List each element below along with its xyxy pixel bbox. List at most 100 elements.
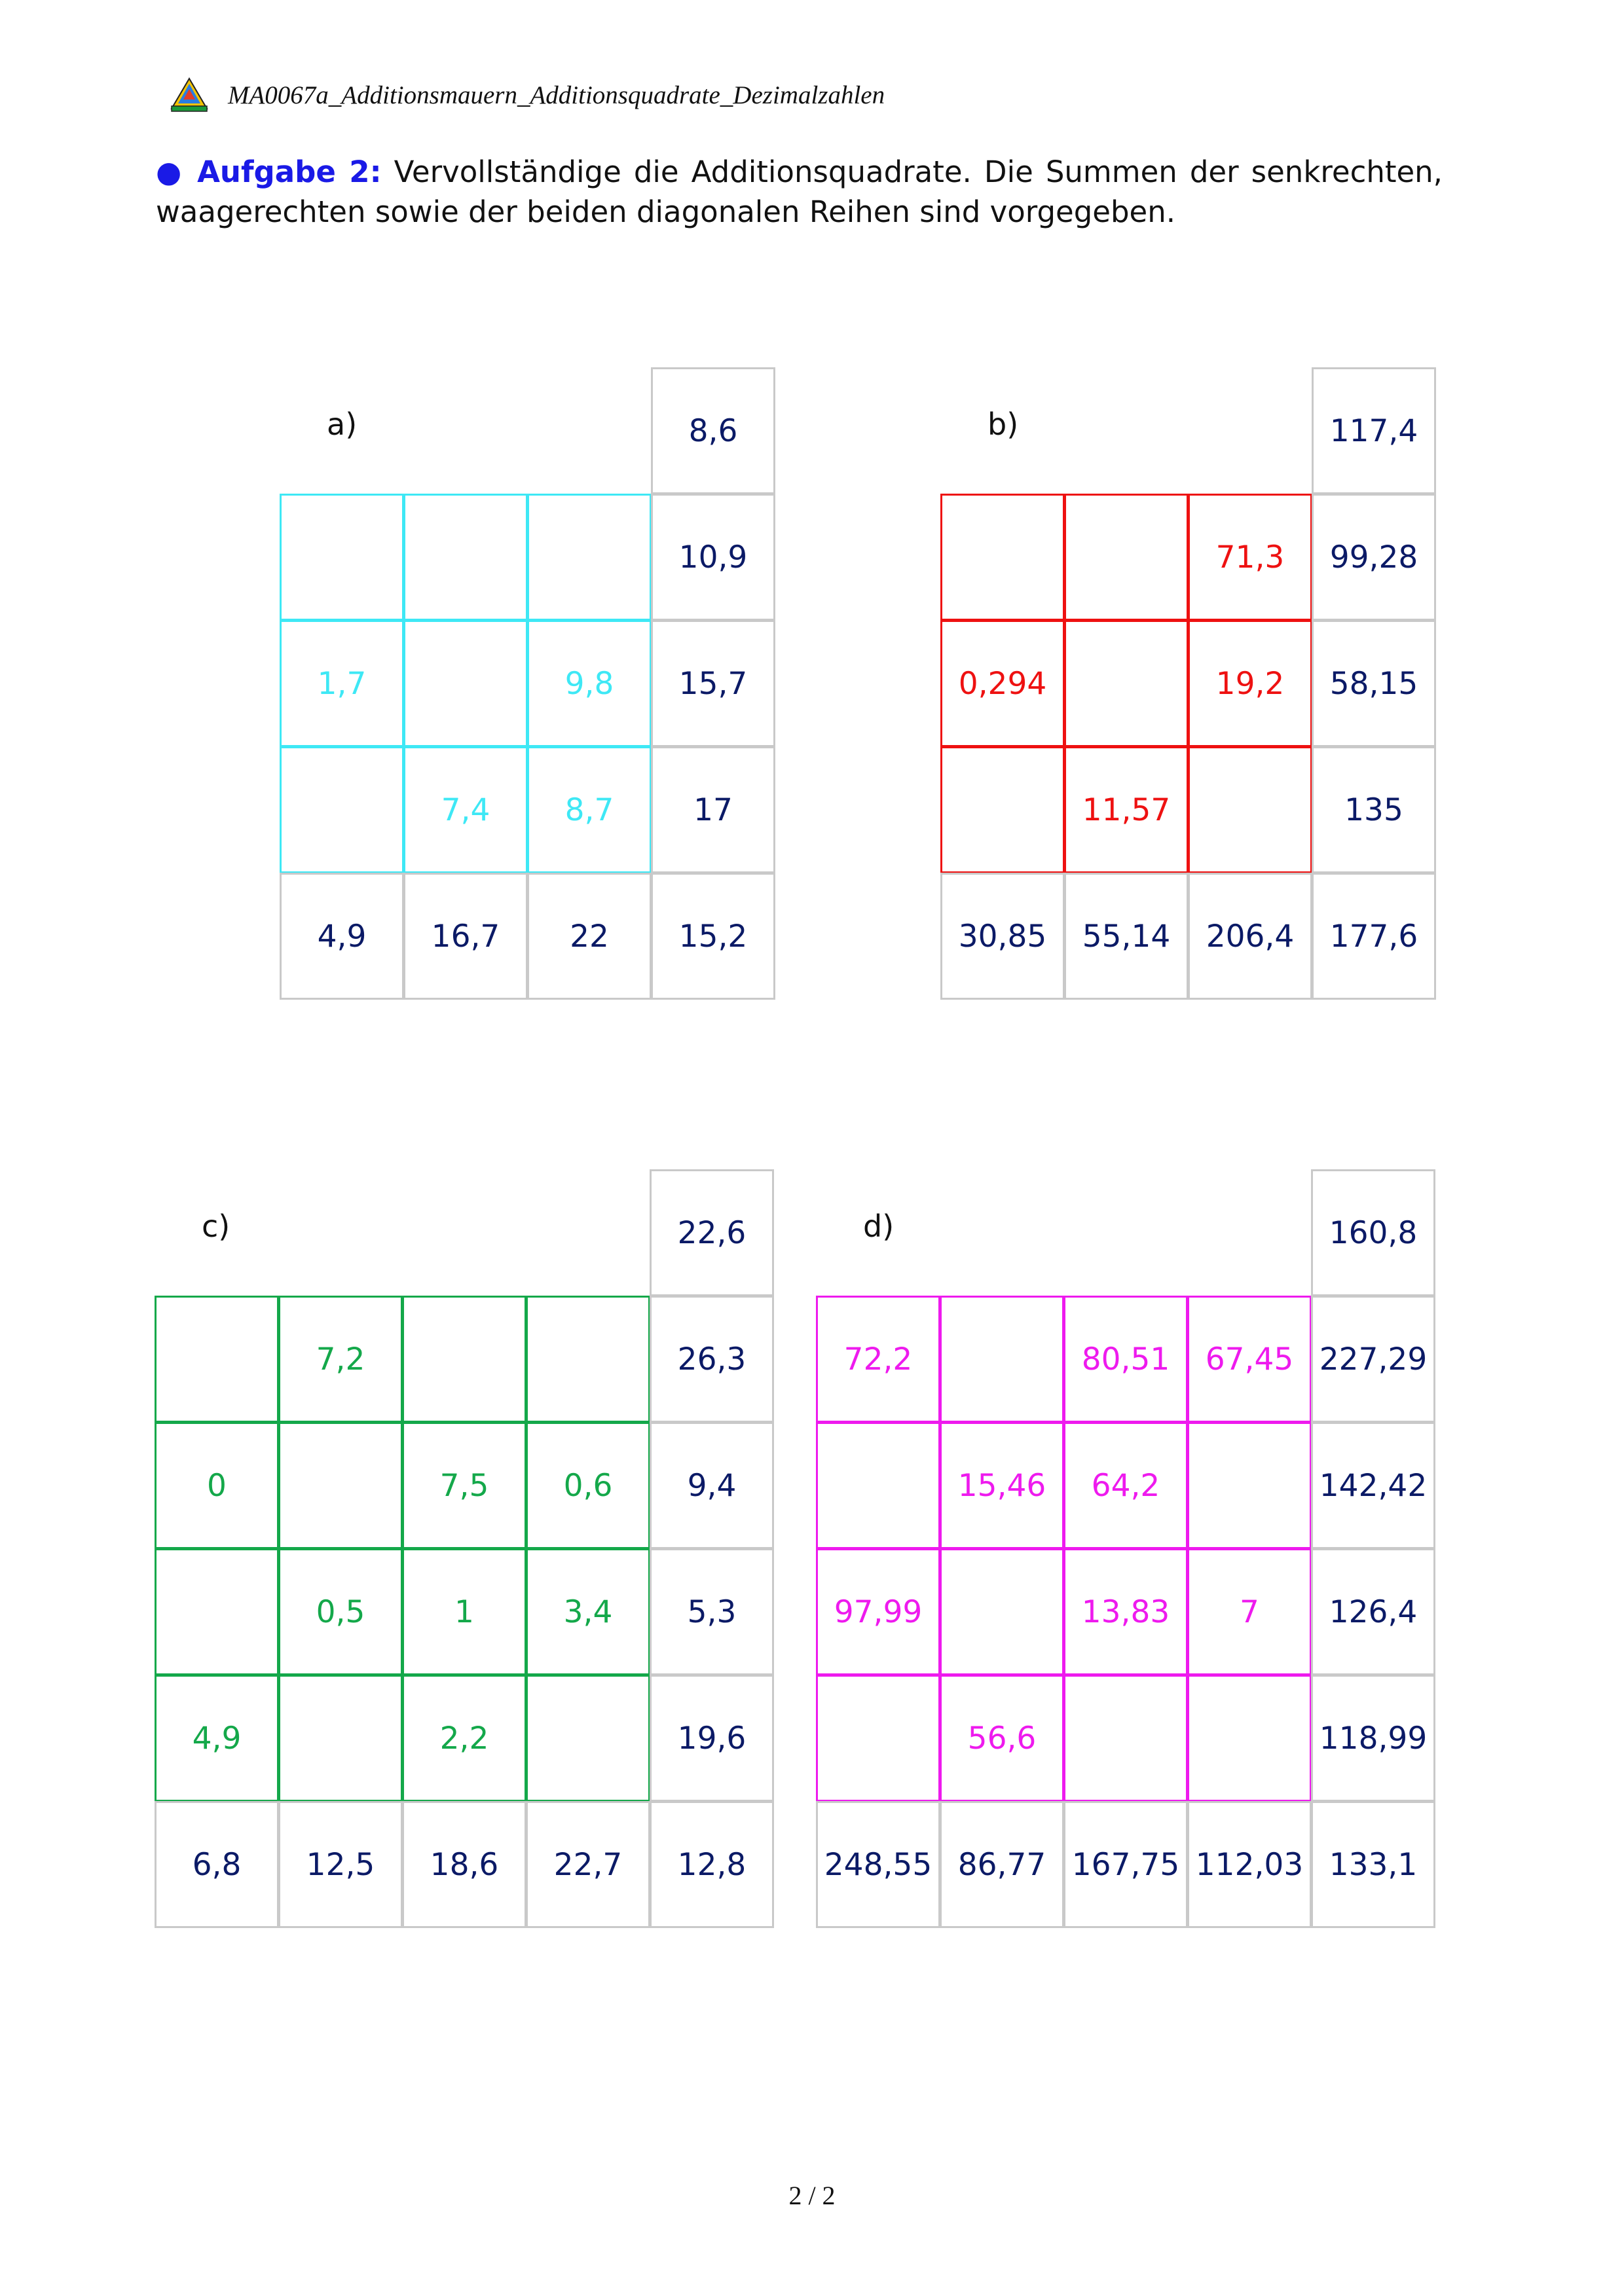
- empty-cell[interactable]: [402, 1296, 526, 1423]
- given-cell: 15,46: [940, 1422, 1064, 1549]
- puzzle-label: b): [987, 407, 1019, 442]
- given-cell: 3,4: [526, 1548, 650, 1675]
- given-cell: 0,6: [526, 1422, 650, 1549]
- row-sum: 5,3: [650, 1548, 774, 1675]
- empty-cell[interactable]: [940, 494, 1065, 621]
- given-cell: 2,2: [402, 1675, 526, 1802]
- empty-cell[interactable]: [1188, 746, 1312, 873]
- empty-cell[interactable]: [1064, 620, 1189, 747]
- row-sum: 118,99: [1311, 1675, 1435, 1802]
- given-cell: 80,51: [1063, 1296, 1188, 1423]
- given-cell: 13,83: [1063, 1548, 1188, 1675]
- empty-cell[interactable]: [280, 746, 404, 873]
- empty-cell[interactable]: [816, 1675, 940, 1802]
- empty-cell[interactable]: [278, 1675, 403, 1802]
- column-sum: 16,7: [403, 873, 528, 1000]
- row-sum: 19,6: [650, 1675, 774, 1802]
- empty-cell[interactable]: [526, 1675, 650, 1802]
- given-cell: 11,57: [1064, 746, 1189, 873]
- page-number: 2 / 2: [788, 2181, 836, 2210]
- document-title: MA0067a_Additionsmauern_Additionsquadrat…: [228, 81, 885, 109]
- column-sum: 112,03: [1187, 1801, 1312, 1928]
- empty-cell[interactable]: [940, 1548, 1064, 1675]
- empty-cell[interactable]: [526, 1296, 650, 1423]
- column-sum: 248,55: [816, 1801, 940, 1928]
- puzzle-label: a): [327, 407, 358, 442]
- row-sum: 17: [651, 746, 775, 873]
- row-sum: 9,4: [650, 1422, 774, 1549]
- given-cell: 4,9: [155, 1675, 279, 1802]
- empty-cell[interactable]: [816, 1422, 940, 1549]
- column-sum: 22,7: [526, 1801, 650, 1928]
- given-cell: 0,5: [278, 1548, 403, 1675]
- row-sum: 10,9: [651, 494, 775, 621]
- column-sum: 86,77: [940, 1801, 1064, 1928]
- row-sum: 142,42: [1311, 1422, 1435, 1549]
- task-instruction: ● Aufgabe 2: Vervollständige die Additio…: [156, 152, 1443, 232]
- column-sum: 6,8: [155, 1801, 279, 1928]
- empty-cell[interactable]: [155, 1296, 279, 1423]
- diagonal-sum-bottom: 133,1: [1311, 1801, 1435, 1928]
- column-sum: 12,5: [278, 1801, 403, 1928]
- row-sum: 135: [1312, 746, 1436, 873]
- addition-square-a: a) 8,6 10,9 1,7 9,8 15,7 7,4 8,7 17 4,9 16,7 22 15,2: [280, 367, 777, 1002]
- given-cell: 97,99: [816, 1548, 940, 1675]
- empty-cell[interactable]: [280, 494, 404, 621]
- empty-cell[interactable]: [940, 1296, 1064, 1423]
- empty-cell[interactable]: [1187, 1422, 1312, 1549]
- given-cell: 7,4: [403, 746, 528, 873]
- given-cell: 8,7: [527, 746, 652, 873]
- empty-cell[interactable]: [403, 494, 528, 621]
- bullet: ●: [156, 155, 185, 189]
- given-cell: 9,8: [527, 620, 652, 747]
- given-cell: 72,2: [816, 1296, 940, 1423]
- task-label: Aufgabe 2:: [197, 155, 382, 189]
- diagonal-sum-bottom: 177,6: [1312, 873, 1436, 1000]
- column-sum: 55,14: [1064, 873, 1189, 1000]
- row-sum: 26,3: [650, 1296, 774, 1423]
- document-header: MA0067a_Additionsmauern_Additionsquadrat…: [169, 72, 885, 118]
- puzzle-label: c): [202, 1209, 231, 1244]
- diagonal-sum-top: 117,4: [1312, 367, 1436, 494]
- logo-icon: [170, 77, 208, 112]
- given-cell: 19,2: [1188, 620, 1312, 747]
- empty-cell[interactable]: [940, 746, 1065, 873]
- diagonal-sum-bottom: 12,8: [650, 1801, 774, 1928]
- row-sum: 99,28: [1312, 494, 1436, 621]
- given-cell: 64,2: [1063, 1422, 1188, 1549]
- given-cell: 0,294: [940, 620, 1065, 747]
- row-sum: 227,29: [1311, 1296, 1435, 1423]
- diagonal-sum-bottom: 15,2: [651, 873, 775, 1000]
- given-cell: 1: [402, 1548, 526, 1675]
- diagonal-sum-top: 8,6: [651, 367, 775, 494]
- column-sum: 18,6: [402, 1801, 526, 1928]
- given-cell: 67,45: [1187, 1296, 1312, 1423]
- column-sum: 22: [527, 873, 652, 1000]
- empty-cell[interactable]: [403, 620, 528, 747]
- empty-cell[interactable]: [155, 1548, 279, 1675]
- empty-cell[interactable]: [1064, 494, 1189, 621]
- empty-cell[interactable]: [527, 494, 652, 621]
- task-text: Vervollständige die Additionsquadrate. D…: [156, 155, 1443, 229]
- empty-cell[interactable]: [1063, 1675, 1188, 1802]
- column-sum: 206,4: [1188, 873, 1312, 1000]
- addition-square-b: b) 117,4 71,3 99,28 0,294 19,2 58,15 11,57 135 30…: [940, 367, 1438, 1002]
- given-cell: 7: [1187, 1548, 1312, 1675]
- diagonal-sum-top: 160,8: [1311, 1169, 1435, 1296]
- empty-cell[interactable]: [278, 1422, 403, 1549]
- given-cell: 56,6: [940, 1675, 1064, 1802]
- empty-cell[interactable]: [1187, 1675, 1312, 1802]
- column-sum: 30,85: [940, 873, 1065, 1000]
- row-sum: 126,4: [1311, 1548, 1435, 1675]
- row-sum: 58,15: [1312, 620, 1436, 747]
- given-cell: 71,3: [1188, 494, 1312, 621]
- given-cell: 0: [155, 1422, 279, 1549]
- column-sum: 4,9: [280, 873, 404, 1000]
- addition-square-d: d) 160,8 72,2 80,51 67,45 227,29 15,46 64,2 142,…: [816, 1169, 1438, 1931]
- given-cell: 7,5: [402, 1422, 526, 1549]
- addition-square-c: c) 22,6 7,2 26,3 0 7,5 0,6 9,4 0,5 1 3,4 5,3 4,9 2,2 1…: [155, 1169, 777, 1931]
- given-cell: 7,2: [278, 1296, 403, 1423]
- puzzle-label: d): [863, 1209, 895, 1244]
- row-sum: 15,7: [651, 620, 775, 747]
- diagonal-sum-top: 22,6: [650, 1169, 774, 1296]
